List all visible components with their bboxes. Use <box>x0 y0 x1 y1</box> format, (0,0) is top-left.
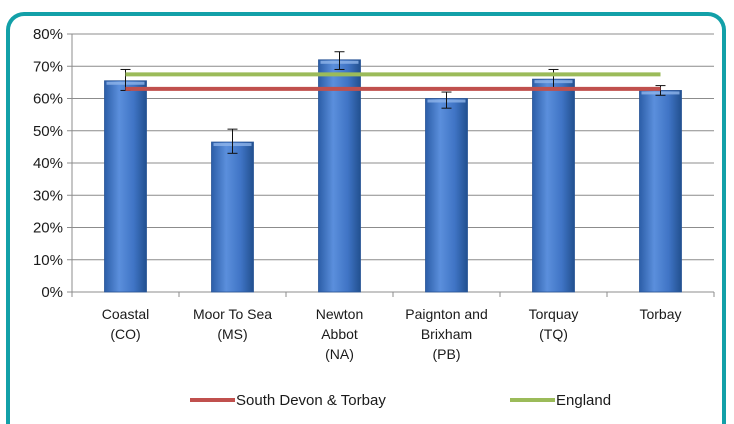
y-tick-label: 30% <box>33 187 63 204</box>
x-category-label: Torbay <box>639 306 681 322</box>
error-bars <box>120 51 666 154</box>
y-tick-label: 40% <box>33 155 63 172</box>
bar <box>425 98 468 293</box>
bars <box>104 59 682 293</box>
y-tick-label: 60% <box>33 91 63 108</box>
x-category-label: Moor To Sea (MS) <box>193 306 272 342</box>
legend-label: England <box>556 392 611 409</box>
legend: South Devon & Torbay England <box>190 392 611 409</box>
x-category-label: Torquay (TQ) <box>529 306 579 342</box>
bar <box>318 59 361 293</box>
x-category-label: Paignton and Brixham (PB) <box>405 306 488 362</box>
y-tick-label: 50% <box>33 123 63 140</box>
bar <box>104 80 147 293</box>
reference-lines <box>125 72 661 91</box>
y-tick-label: 80% <box>33 26 63 43</box>
axes: 0% 10% 20% 30% 40% 50% 60% 70% 80% <box>33 26 715 301</box>
bar <box>639 90 682 293</box>
y-tick-label: 0% <box>41 284 63 301</box>
category-labels: Coastal (CO) Moor To Sea (MS) Newton Abbot (NA… <box>102 306 682 362</box>
x-category-label: Newton Abbot (NA) <box>316 306 363 362</box>
x-category-label: Coastal (CO) <box>102 306 149 342</box>
y-tick-label: 20% <box>33 220 63 237</box>
gridlines <box>72 33 714 261</box>
bar <box>211 141 254 293</box>
y-tick-label: 10% <box>33 252 63 269</box>
bar <box>532 78 575 293</box>
legend-label: South Devon & Torbay <box>236 392 386 409</box>
y-tick-label: 70% <box>33 58 63 75</box>
